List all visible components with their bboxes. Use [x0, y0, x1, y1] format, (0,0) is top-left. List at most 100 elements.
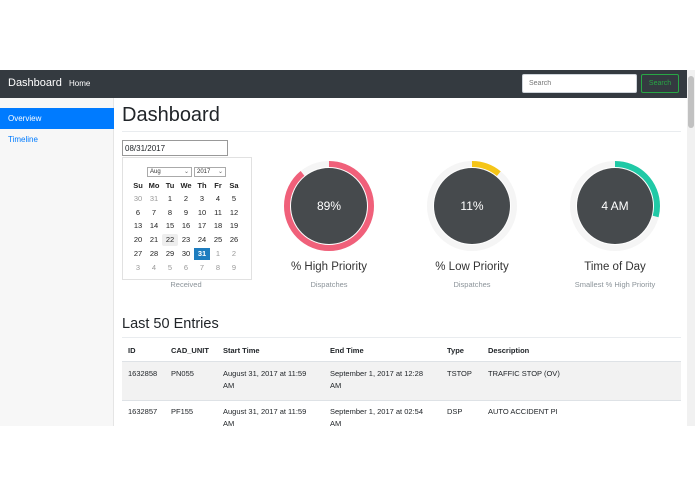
- calendar-day[interactable]: 7: [151, 207, 157, 217]
- cell-start-line: August 31, 2017 at 11:59: [223, 407, 307, 416]
- month-select[interactable]: Aug ⌄: [147, 167, 192, 177]
- nav-link-home[interactable]: Home: [69, 79, 91, 88]
- month-select-value: Aug: [150, 169, 161, 175]
- calendar-day[interactable]: 26: [229, 235, 239, 245]
- table-row-striped[interactable]: [122, 362, 681, 400]
- calendar-day[interactable]: 9: [231, 262, 237, 272]
- calendar-day[interactable]: 13: [133, 221, 143, 231]
- weekday-label: Fr: [214, 181, 222, 190]
- calendar-day[interactable]: 31: [194, 247, 210, 260]
- donut-high-priority: 89%: [284, 161, 374, 251]
- metric-sub-low-priority: Dispatches: [453, 280, 491, 289]
- search-input[interactable]: [522, 74, 637, 93]
- metric-label-time-of-day: Time of Day: [584, 261, 646, 273]
- calendar-day[interactable]: 23: [181, 235, 191, 245]
- cell-description: TRAFFIC STOP (OV): [488, 369, 560, 378]
- calendar-day[interactable]: 10: [197, 207, 207, 217]
- column-header-cad-unit[interactable]: CAD_UNIT: [171, 346, 209, 355]
- section-divider: [122, 337, 681, 338]
- navbar-brand[interactable]: Dashboard: [8, 77, 62, 89]
- calendar-day[interactable]: 12: [229, 207, 239, 217]
- calendar-day[interactable]: 4: [215, 194, 221, 203]
- weekday-label: Th: [197, 181, 207, 190]
- weekday-label: We: [180, 181, 192, 190]
- cell-type: DSP: [447, 407, 463, 416]
- column-header-start-time[interactable]: Start Time: [223, 346, 260, 355]
- calendar-day[interactable]: 25: [213, 235, 223, 245]
- donut-low-priority: 11%: [427, 161, 517, 251]
- sidebar-item-timeline[interactable]: Timeline: [8, 135, 38, 144]
- column-header-type[interactable]: Type: [447, 346, 464, 355]
- cell-start-line: AM: [223, 419, 235, 426]
- calendar-day[interactable]: 30: [181, 248, 191, 258]
- calendar-day[interactable]: 9: [183, 207, 189, 217]
- calendar-day[interactable]: 27: [133, 248, 143, 258]
- calendar-day[interactable]: 16: [181, 221, 191, 231]
- calendar-day[interactable]: 18: [213, 221, 223, 231]
- page-scrollbar[interactable]: [687, 70, 695, 426]
- cell-cad-unit: PN055: [171, 369, 194, 378]
- app-window: Dashboard Home Search Overview Timeline …: [0, 70, 695, 426]
- donut-value: 89%: [317, 199, 341, 213]
- calendar-day[interactable]: 1: [167, 194, 173, 203]
- cell-type: TSTOP: [447, 369, 472, 378]
- donut-time-of-day: 4 AM: [570, 161, 660, 251]
- calendar-day[interactable]: 14: [149, 221, 159, 231]
- calendar-day[interactable]: 17: [197, 221, 207, 231]
- metric-label-high-priority: % High Priority: [290, 261, 368, 273]
- donut-value: 4 AM: [601, 199, 628, 213]
- top-navbar: Dashboard Home Search: [0, 70, 687, 98]
- calendar-day[interactable]: 11: [214, 207, 222, 217]
- date-picker-calendar: Aug ⌄ 2017 ⌄ Su Mo Tu We Th Fr Sa 30 31 1 2 3 4 5 6 7 8 9…: [122, 157, 252, 280]
- calendar-day[interactable]: 8: [215, 262, 221, 272]
- year-select[interactable]: 2017 ⌄: [194, 167, 226, 177]
- cell-start-line: August 31, 2017 at 11:59: [223, 369, 307, 378]
- calendar-day[interactable]: 28: [149, 248, 159, 258]
- cell-id: 1632857: [128, 407, 158, 416]
- column-header-end-time[interactable]: End Time: [330, 346, 364, 355]
- calendar-day[interactable]: 1: [215, 248, 221, 258]
- weekday-label: Mo: [148, 181, 160, 190]
- donut-value: 11%: [460, 199, 483, 213]
- calendar-day[interactable]: 2: [183, 194, 189, 203]
- calendar-day[interactable]: 5: [167, 262, 173, 272]
- calendar-day[interactable]: 21: [149, 235, 159, 245]
- table-header-divider: [122, 361, 681, 362]
- calendar-day[interactable]: 3: [135, 262, 141, 272]
- calendar-day[interactable]: 19: [229, 221, 239, 231]
- donut-arc: [427, 161, 517, 251]
- calendar-day[interactable]: 8: [167, 207, 173, 217]
- column-header-id[interactable]: ID: [128, 346, 136, 355]
- calendar-day[interactable]: 6: [183, 262, 189, 272]
- calendar-day[interactable]: 22: [162, 234, 178, 247]
- search-button[interactable]: Search: [641, 74, 679, 93]
- calendar-day[interactable]: 4: [151, 262, 157, 272]
- calendar-day[interactable]: 5: [231, 194, 237, 203]
- table-row-divider: [122, 400, 681, 401]
- metric-label-low-priority: % Low Priority: [435, 261, 509, 273]
- calendar-day[interactable]: 24: [197, 235, 207, 245]
- calendar-day[interactable]: 30: [133, 194, 143, 203]
- chevron-down-icon: ⌄: [217, 169, 223, 175]
- calendar-day[interactable]: 20: [133, 235, 143, 245]
- date-input[interactable]: [122, 140, 228, 156]
- calendar-day[interactable]: 6: [135, 207, 141, 217]
- donut-arc: [570, 161, 660, 251]
- weekday-label: Su: [133, 181, 143, 190]
- calendar-day[interactable]: 3: [199, 194, 205, 203]
- donut-center: [434, 168, 510, 244]
- scrollbar-thumb[interactable]: [688, 76, 694, 128]
- donut-center: [291, 168, 367, 244]
- sidebar-item-overview[interactable]: Overview: [0, 108, 114, 129]
- chevron-down-icon: ⌄: [183, 169, 189, 175]
- title-divider: [122, 131, 681, 132]
- calendar-day[interactable]: 15: [165, 221, 175, 231]
- calendar-day[interactable]: 31: [149, 194, 159, 203]
- calendar-day[interactable]: 2: [231, 248, 237, 258]
- column-header-description[interactable]: Description: [488, 346, 530, 355]
- cell-end-time: September 1, 2017 at 02:54 AM: [330, 406, 423, 426]
- calendar-day[interactable]: 7: [199, 262, 205, 272]
- donut-arc: [284, 161, 374, 251]
- calendar-day[interactable]: 29: [165, 248, 175, 258]
- metric-sub-high-priority: Dispatches: [310, 280, 348, 289]
